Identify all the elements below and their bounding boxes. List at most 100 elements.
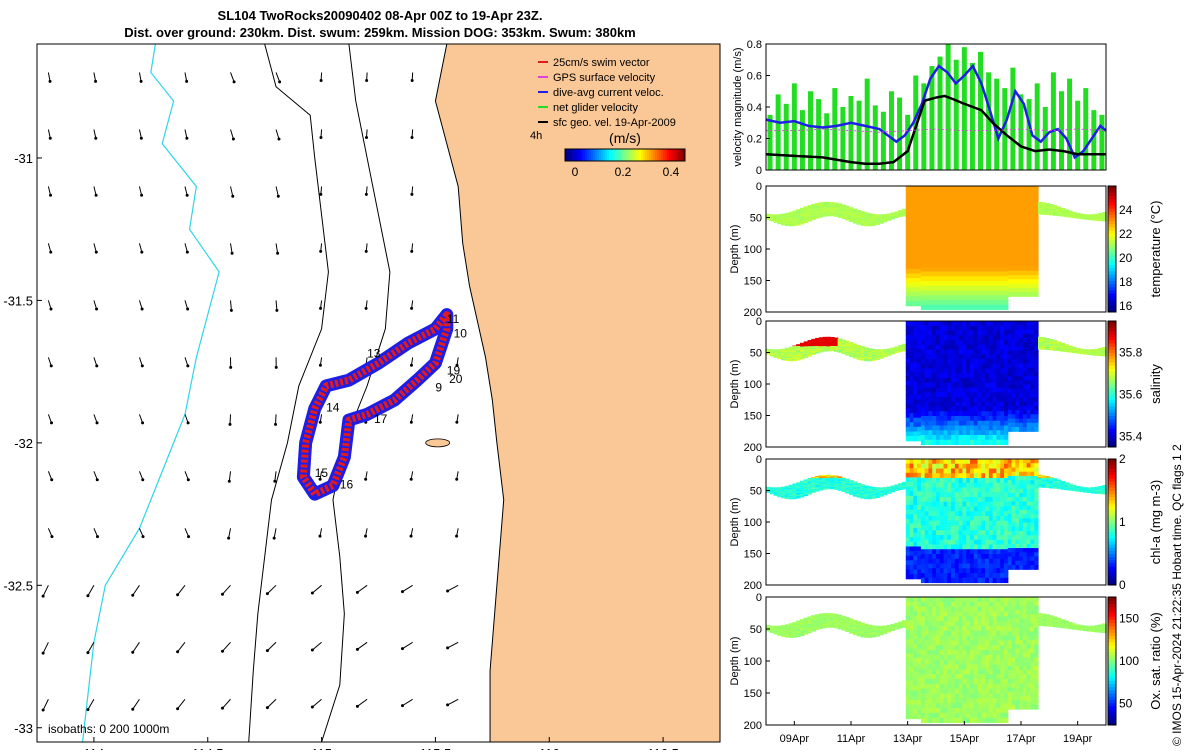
lon-tick-label: 116 — [539, 746, 560, 750]
profile-cell — [1004, 290, 1008, 295]
profile-cell — [955, 186, 959, 191]
profile-cell — [993, 411, 997, 416]
profile-cell — [1030, 292, 1034, 297]
profile-cell — [989, 281, 993, 286]
profile-cell — [910, 372, 914, 377]
sfc-vector-head — [187, 535, 190, 538]
profile-cell — [1068, 352, 1072, 353]
profile-cell — [955, 219, 959, 224]
sfc-vector-head — [231, 195, 234, 198]
profile-cell — [996, 359, 1000, 364]
profile-colorbar-cell — [1108, 277, 1116, 281]
profile-cell — [1034, 271, 1038, 276]
profile-cell — [910, 283, 914, 288]
profile-cell — [913, 227, 917, 232]
profile-cell — [947, 229, 951, 234]
profile-cell — [1008, 389, 1012, 394]
profile-cell — [974, 295, 978, 300]
profile-cell — [921, 205, 925, 210]
profile-cell — [1034, 292, 1038, 297]
profile-cell — [932, 416, 936, 421]
profile-cell — [921, 281, 925, 286]
profile-cell — [978, 402, 982, 407]
profile-cell — [966, 286, 970, 291]
profile-cell — [1034, 321, 1038, 326]
profile-cell — [940, 219, 944, 224]
net-glider-bar — [889, 91, 894, 170]
profile-cell — [970, 290, 974, 295]
sfc-vector-head — [186, 308, 189, 311]
profile-cell — [996, 425, 1000, 430]
profile-cell — [1023, 423, 1027, 428]
profile-cell — [1008, 228, 1012, 233]
net-glider-bar — [857, 101, 862, 170]
profile-cell — [785, 225, 789, 226]
track-day-label: 13 — [367, 346, 381, 360]
profile-cell — [993, 425, 997, 430]
profile-cell — [917, 427, 921, 432]
profile-cell — [970, 224, 974, 229]
profile-cell — [981, 349, 985, 354]
profile-cell — [985, 368, 989, 373]
profile-cell — [959, 233, 963, 238]
profile-cell — [906, 372, 910, 377]
profile-cell — [936, 248, 940, 253]
profile-cell — [887, 220, 891, 221]
legend-entry: GPS surface velocity — [553, 72, 656, 84]
profile-cell — [910, 349, 914, 354]
profile-cell — [917, 246, 921, 251]
profile-cell — [981, 233, 985, 238]
profile-cell — [944, 340, 948, 345]
profile-cell — [996, 305, 1000, 310]
profile-colorbar-cell — [1108, 296, 1116, 300]
profile-cell — [1034, 237, 1038, 242]
profile-cell — [996, 252, 1000, 257]
profile-cell — [989, 411, 993, 416]
profile-cell — [925, 233, 929, 238]
profile-cell — [1023, 325, 1027, 330]
profile-cell — [1023, 393, 1027, 398]
profile-cell — [913, 214, 917, 219]
profile-cell — [974, 286, 978, 291]
profile-cell — [1008, 359, 1012, 364]
profile-cell — [996, 224, 1000, 229]
profile-cell — [1015, 329, 1019, 334]
profile-cell — [955, 281, 959, 286]
profile-cell — [800, 358, 804, 359]
profile-colorbar-cell — [1108, 233, 1116, 237]
profile-cell — [962, 200, 966, 205]
profile-cell — [959, 345, 963, 350]
profile-cell — [928, 383, 932, 388]
profile-colorbar-cell — [1108, 303, 1116, 307]
profile-cell — [925, 271, 929, 276]
net-glider-bar — [816, 99, 821, 170]
profile-cell — [981, 248, 985, 253]
profile-cell — [978, 214, 982, 219]
profile-cell — [917, 209, 921, 214]
profile-cell — [1004, 195, 1008, 200]
profile-cell — [1015, 292, 1019, 297]
profile-cell — [940, 195, 944, 200]
profile-cell — [1012, 321, 1016, 326]
profile-cell — [913, 264, 917, 269]
legend-entry: sfc geo. vel. 19-Apr-2009 — [553, 117, 676, 129]
profile-cell — [1019, 380, 1023, 385]
profile-cell — [921, 200, 925, 205]
profile-cell — [985, 440, 989, 445]
profile-cell — [993, 262, 997, 267]
profile-cell — [1015, 402, 1019, 407]
profile-cell — [932, 252, 936, 257]
profile-cell — [1027, 237, 1031, 242]
sfc-vector-head — [142, 535, 145, 538]
profile-cell — [981, 300, 985, 305]
profile-cell — [1012, 233, 1016, 238]
profile-cell — [1015, 207, 1019, 212]
profile-cell — [811, 354, 815, 355]
profile-cell — [962, 416, 966, 421]
profile-cell — [993, 387, 997, 392]
profile-cell — [921, 305, 925, 310]
profile-cell — [996, 267, 1000, 272]
profile-cell — [1019, 254, 1023, 259]
profile-cell — [966, 326, 970, 331]
profile-cell — [932, 286, 936, 291]
